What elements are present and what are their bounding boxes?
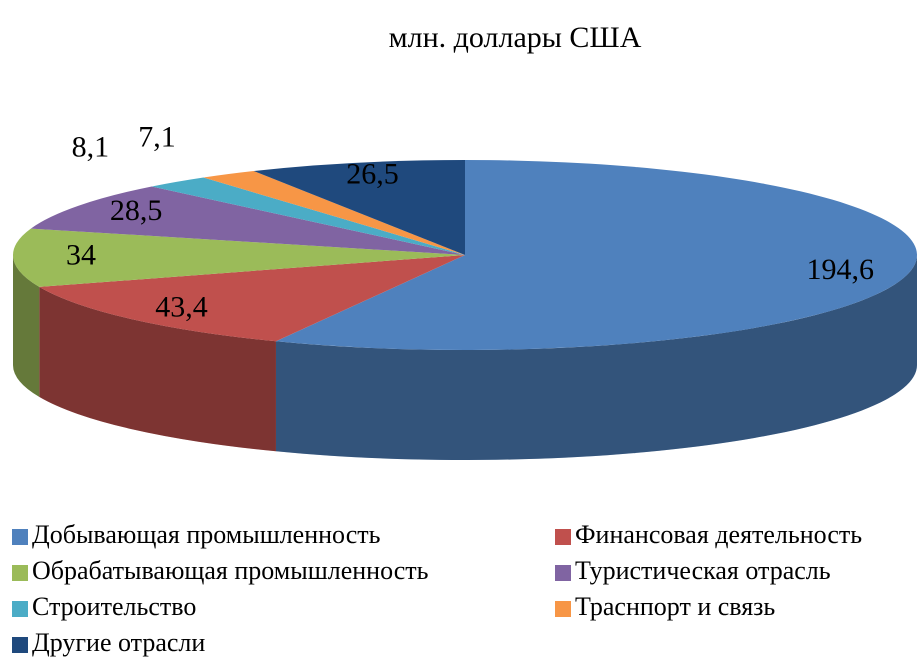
- slice-side-shade: [275, 255, 918, 461]
- legend-swatch: [555, 565, 571, 581]
- legend-label: Туристическая отрасль: [575, 556, 831, 585]
- slice-side: [39, 286, 276, 452]
- slice: [253, 160, 465, 255]
- slice: [39, 255, 466, 342]
- data-label: 34: [66, 238, 96, 271]
- slice: [203, 171, 465, 255]
- slice: [13, 228, 465, 287]
- data-label: 7,1: [138, 121, 176, 154]
- legend-swatch: [12, 565, 28, 581]
- slice-side: [275, 255, 918, 461]
- slice: [151, 177, 465, 255]
- data-label: 26,5: [346, 158, 399, 191]
- slice: [275, 160, 917, 350]
- data-label: 194,6: [807, 253, 875, 286]
- slice-side-shade: [13, 255, 40, 397]
- data-label: 28,5: [110, 194, 163, 227]
- legend-swatch: [12, 529, 28, 545]
- chart-title: млн. доллары США: [389, 21, 642, 54]
- slice: [30, 186, 465, 255]
- legend-swatch: [12, 637, 28, 653]
- legend-label: Другие отрасли: [32, 628, 205, 657]
- legend-swatch: [555, 601, 571, 617]
- slice-side: [13, 255, 40, 397]
- legend-label: Строительство: [32, 592, 196, 621]
- legend-swatch: [555, 529, 571, 545]
- legend-label: Обрабатывающая промышленность: [32, 556, 429, 585]
- legend-label: Финансовая деятельность: [575, 520, 862, 549]
- data-label: 43,4: [155, 290, 208, 323]
- legend-label: Траснпорт и связь: [575, 592, 775, 621]
- slice-side-shade: [39, 286, 276, 452]
- data-label: 8,1: [72, 131, 110, 164]
- legend-label: Добывающая промышленность: [32, 520, 381, 549]
- legend-swatch: [12, 601, 28, 617]
